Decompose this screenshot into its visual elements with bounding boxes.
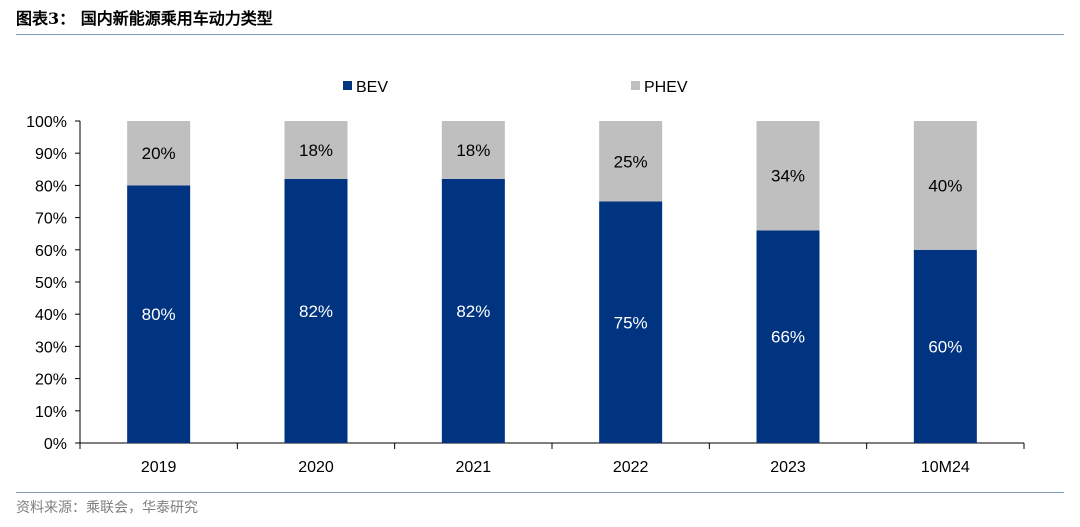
y-tick-label: 90% [35, 146, 67, 163]
legend: BEV PHEV [343, 79, 688, 96]
bar-bev-2022 [599, 201, 663, 443]
bar-bev-2023 [756, 230, 820, 443]
y-tick-label: 0% [44, 436, 67, 453]
data-label-phev: 25% [614, 152, 648, 171]
bar-phev-10m24 [913, 121, 977, 250]
data-label-bev: 75% [614, 313, 648, 332]
bar-phev-2023 [756, 121, 820, 231]
y-tick-label: 50% [35, 275, 67, 292]
bar-bev-10m24 [913, 249, 977, 443]
legend-swatch-phev [631, 81, 640, 90]
bar-bev-2021 [441, 178, 505, 443]
y-tick-label: 100% [26, 114, 67, 131]
data-label-phev: 40% [928, 176, 962, 195]
stacked-bar-chart: BEV PHEV 0% 10% 20% 30% 40% 50% 60% 70% 80% 90% 100… [26, 79, 1025, 476]
x-tick-label: 2019 [141, 459, 177, 476]
bar-bev-2020 [284, 178, 348, 443]
data-label-bev: 82% [456, 302, 490, 321]
y-tick-label: 20% [35, 372, 67, 389]
bar-phev-2019 [127, 121, 191, 186]
source-note: 资料来源：乘联会，华泰研究 [16, 500, 198, 516]
x-tick-label: 2022 [613, 459, 649, 476]
bar-phev-2020 [284, 121, 348, 179]
data-label-phev: 34% [771, 167, 805, 186]
y-tick-label: 40% [35, 307, 67, 324]
legend-label-bev: BEV [356, 79, 388, 96]
y-tick-label: 30% [35, 339, 67, 356]
chart-title: 图表3： 国内新能源乘用车动力类型 [16, 9, 273, 28]
y-axis: 0% 10% 20% 30% 40% 50% 60% 70% 80% 90% 100% [26, 114, 81, 453]
bar-bev-2019 [127, 185, 191, 443]
x-tick-label: 10M24 [921, 459, 970, 476]
chart-footer: 资料来源：乘联会，华泰研究 [16, 492, 1064, 517]
data-label-phev: 18% [456, 141, 490, 160]
data-label-bev: 66% [771, 328, 805, 347]
x-tick-label: 2021 [456, 459, 492, 476]
data-label-phev: 20% [142, 144, 176, 163]
data-label-bev: 60% [928, 337, 962, 356]
chart-header: 图表3： 国内新能源乘用车动力类型 [16, 8, 1064, 35]
y-tick-label: 70% [35, 211, 67, 228]
data-label-bev: 80% [142, 305, 176, 324]
data-label-phev: 18% [299, 141, 333, 160]
bar-phev-2021 [441, 121, 505, 179]
bar-phev-2022 [599, 121, 663, 202]
legend-swatch-bev [343, 81, 352, 90]
y-tick-label: 10% [35, 404, 67, 421]
y-tick-label: 80% [35, 178, 67, 195]
x-tick-label: 2023 [770, 459, 806, 476]
bars: 80% 20% 82% 18% 82% 18% 75% 25% 66% 34% 60% 40% [127, 121, 977, 443]
x-tick-label: 2020 [298, 459, 334, 476]
x-axis: 2019 2020 2021 2022 2023 10M24 [79, 442, 1025, 476]
legend-label-phev: PHEV [644, 79, 688, 96]
data-label-bev: 82% [299, 302, 333, 321]
y-tick-label: 60% [35, 243, 67, 260]
